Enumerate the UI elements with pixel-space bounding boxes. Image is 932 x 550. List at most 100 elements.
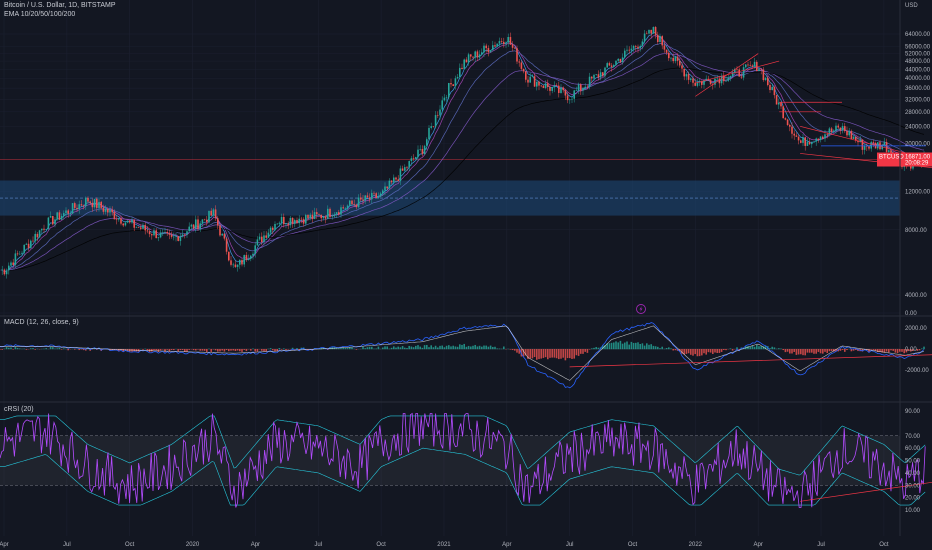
macd-histogram-bar [698, 349, 701, 357]
macd-histogram-bar [729, 348, 732, 350]
candle-body [397, 179, 399, 182]
badge-symbol: BTCUSD [879, 155, 904, 161]
macd-histogram-bar [239, 349, 241, 352]
macd-histogram-bar [401, 346, 404, 350]
macd-pane[interactable] [0, 322, 932, 389]
macd-axis[interactable]: 2000.00 0.00 -2000.00 [905, 326, 929, 374]
macd-histogram-bar [577, 349, 580, 356]
candle-body [261, 236, 263, 242]
price-tick-label: 4000.00 [905, 293, 927, 299]
macd-histogram-bar [74, 349, 76, 350]
macd-histogram-bar [806, 349, 809, 353]
macd-histogram-bar [819, 349, 822, 354]
candle-body [78, 204, 80, 210]
candle-body [687, 74, 690, 80]
candle-body [685, 74, 688, 77]
macd-histogram-bar [582, 349, 584, 354]
macd-histogram-bar [412, 347, 415, 350]
candle-body [720, 75, 723, 84]
candle-body [285, 223, 287, 225]
price-pane[interactable] [0, 26, 932, 314]
candle-body [522, 68, 525, 72]
time-tick-label: Jul [566, 542, 574, 548]
rsi-upper-envelope [0, 415, 926, 476]
macd-tick-label: 2000.00 [905, 326, 927, 332]
candle-body [208, 210, 210, 223]
lightning-icon[interactable] [636, 304, 646, 314]
macd-histogram-bar [705, 349, 707, 355]
time-axis[interactable]: Apr Jul Oct 2020 Apr Jul Oct 2021 Apr Jul Oct 2022 A… [0, 542, 889, 548]
candle-body [643, 33, 646, 42]
macd-histogram-bar [32, 348, 34, 350]
macd-histogram-bar [815, 349, 817, 354]
candle-body [833, 130, 835, 132]
macd-histogram-bar [34, 349, 36, 350]
ema-legend[interactable]: EMA 10/20/50/100/200 [4, 11, 76, 18]
candle-body [195, 219, 197, 229]
candle-body [357, 197, 360, 208]
macd-histogram-bar [366, 347, 369, 350]
candle-body [390, 180, 393, 183]
candle-body [256, 239, 259, 246]
candle-body [181, 234, 184, 237]
candle-body [784, 118, 787, 120]
candle-body [826, 134, 828, 135]
candle-body [423, 145, 426, 155]
macd-histogram-bar [419, 346, 421, 350]
macd-histogram-bar [265, 349, 267, 352]
macd-histogram-bar [217, 349, 219, 352]
macd-histogram-bar [795, 349, 798, 355]
candle-body [619, 58, 622, 63]
macd-histogram-bar [916, 349, 919, 351]
macd-histogram-bar [245, 349, 248, 352]
rsi-pane[interactable] [0, 412, 932, 508]
candle-body [217, 218, 219, 226]
macd-histogram-bar [195, 349, 197, 351]
macd-histogram-bar [615, 341, 617, 350]
macd-histogram-bar [225, 349, 228, 351]
candle-body [465, 59, 468, 63]
candle-body [318, 214, 320, 215]
macd-histogram-bar [261, 349, 263, 351]
candle-body [503, 41, 505, 45]
macd-histogram-bar [465, 346, 468, 350]
candle-body [71, 203, 74, 214]
candle-body [516, 48, 518, 62]
macd-histogram-bar [434, 345, 437, 350]
macd-trendline [569, 354, 932, 368]
candle-body [742, 67, 745, 78]
candle-body [555, 85, 558, 86]
time-tick-label: Jul [63, 542, 71, 548]
candle-body [230, 260, 232, 265]
rsi-axis[interactable]: 90.00 70.00 60.00 50.00 40.00 30.00 20.00 10.00 [905, 409, 921, 514]
macd-tick-label: 0.00 [905, 347, 917, 353]
macd-histogram-bar [437, 347, 439, 350]
candle-body [313, 212, 316, 220]
macd-histogram-bar [709, 349, 712, 353]
candle-body [129, 220, 131, 223]
macd-histogram-bar [164, 349, 166, 352]
macd-histogram-bar [672, 349, 674, 351]
macd-histogram-bar [899, 349, 901, 352]
candle-body [659, 36, 661, 43]
symbol-legend[interactable]: Bitcoin / U.S. Dollar, 1D, BITSTAMP [4, 2, 116, 9]
candle-body [696, 82, 699, 86]
macd-histogram-bar [23, 348, 25, 350]
candle-body [846, 131, 848, 136]
macd-legend[interactable]: MACD (12, 26, close, 9) [4, 319, 79, 326]
candle-body [206, 219, 208, 223]
macd-histogram-bar [839, 349, 842, 351]
candle-body [399, 168, 402, 182]
macd-histogram-bar [892, 349, 894, 351]
rsi-tick-label: 50.00 [905, 459, 921, 465]
macd-histogram-bar [439, 345, 441, 350]
candle-body [298, 218, 300, 224]
candle-body [54, 219, 56, 225]
candle-body [762, 69, 765, 81]
candle-body [36, 233, 39, 238]
rsi-legend[interactable]: cRSI (20) [4, 406, 34, 413]
macd-histogram-bar [368, 346, 371, 350]
candle-body [668, 52, 670, 59]
